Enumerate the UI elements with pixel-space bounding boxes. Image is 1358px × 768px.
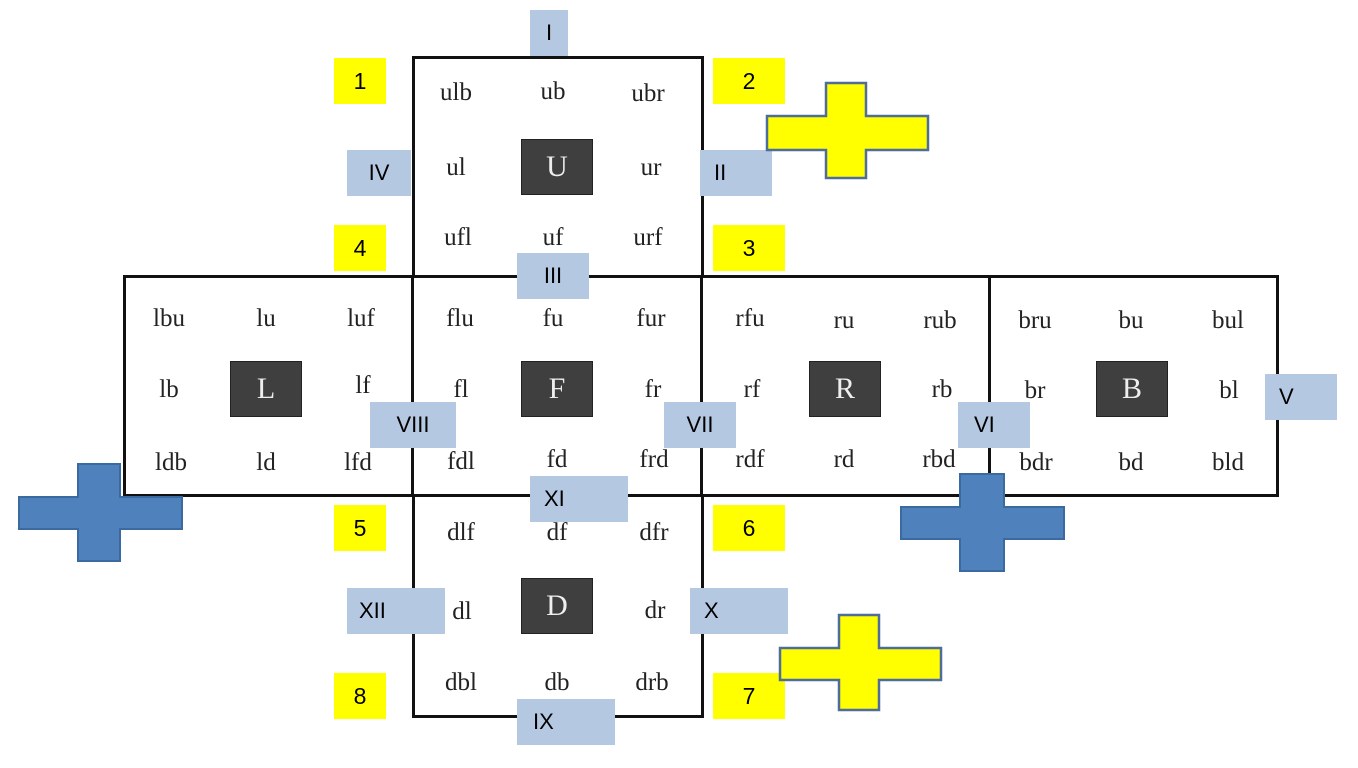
edge-label-VII: VII bbox=[664, 402, 736, 448]
edge-label-III: III bbox=[517, 253, 589, 299]
sticker-rdf: rdf bbox=[735, 446, 765, 473]
yellow-cross-bottom-right-shape bbox=[778, 613, 943, 712]
edge-label-X: X bbox=[690, 588, 788, 634]
edge-label-VI: VI bbox=[958, 402, 1030, 448]
sticker-ub: ub bbox=[540, 78, 566, 105]
blue-cross-right bbox=[900, 473, 1065, 572]
edge-label-II: II bbox=[700, 150, 772, 196]
sticker-bl: bl bbox=[1219, 377, 1239, 404]
edge-label-IV: IV bbox=[347, 150, 411, 196]
corner-number-7: 7 bbox=[713, 673, 785, 719]
face-center-d: D bbox=[521, 578, 593, 634]
sticker-dl: dl bbox=[452, 598, 472, 625]
sticker-lu: lu bbox=[256, 305, 276, 332]
face-center-f: F bbox=[521, 361, 593, 417]
sticker-bd: bd bbox=[1118, 449, 1144, 476]
yellow-cross-top-right bbox=[765, 81, 930, 180]
sticker-dlf: dlf bbox=[447, 519, 475, 546]
sticker-br: br bbox=[1024, 377, 1046, 404]
sticker-rf: rf bbox=[743, 376, 761, 403]
sticker-lbu: lbu bbox=[153, 305, 185, 332]
sticker-df: df bbox=[546, 519, 568, 546]
sticker-ld: ld bbox=[256, 449, 276, 476]
sticker-rfu: rfu bbox=[735, 305, 765, 332]
face-center-l: L bbox=[230, 361, 302, 417]
sticker-fur: fur bbox=[636, 305, 666, 332]
corner-number-4: 4 bbox=[334, 225, 386, 271]
corner-number-2: 2 bbox=[713, 58, 785, 104]
sticker-uf: uf bbox=[542, 224, 564, 251]
sticker-dfr: dfr bbox=[639, 519, 669, 546]
divider-l-f bbox=[411, 275, 414, 497]
yellow-cross-bottom-right bbox=[778, 613, 943, 712]
sticker-ldb: ldb bbox=[155, 449, 187, 476]
edge-label-VIII: VIII bbox=[370, 402, 456, 448]
sticker-flu: flu bbox=[446, 305, 474, 332]
sticker-lb: lb bbox=[159, 376, 179, 403]
edge-label-IX: IX bbox=[517, 699, 615, 745]
corner-number-1: 1 bbox=[334, 58, 386, 104]
sticker-ulb: ulb bbox=[440, 79, 472, 106]
sticker-fu: fu bbox=[542, 305, 564, 332]
sticker-lfd: lfd bbox=[344, 449, 372, 476]
sticker-rd: rd bbox=[833, 446, 855, 473]
sticker-rub: rub bbox=[923, 307, 957, 334]
face-center-b: B bbox=[1096, 361, 1168, 417]
sticker-bdr: bdr bbox=[1019, 449, 1053, 476]
corner-number-8: 8 bbox=[334, 673, 386, 719]
sticker-fdl: fdl bbox=[447, 448, 475, 475]
corner-number-6: 6 bbox=[713, 505, 785, 551]
blue-cross-right-shape bbox=[900, 473, 1065, 572]
face-center-r: R bbox=[809, 361, 881, 417]
edge-label-I: I bbox=[530, 10, 568, 56]
sticker-lf: lf bbox=[355, 372, 371, 399]
sticker-dbl: dbl bbox=[445, 669, 477, 696]
sticker-bld: bld bbox=[1212, 449, 1244, 476]
corner-number-3: 3 bbox=[713, 225, 785, 271]
sticker-frd: frd bbox=[639, 446, 669, 473]
divider-r-b bbox=[988, 275, 991, 497]
sticker-db: db bbox=[544, 669, 570, 696]
divider-f-r bbox=[700, 275, 703, 497]
sticker-fl: fl bbox=[453, 376, 469, 403]
sticker-ubr: ubr bbox=[631, 80, 665, 107]
sticker-ul: ul bbox=[446, 154, 466, 181]
sticker-drb: drb bbox=[635, 669, 669, 696]
sticker-ru: ru bbox=[833, 307, 855, 334]
sticker-urf: urf bbox=[633, 224, 663, 251]
face-center-u: U bbox=[521, 139, 593, 195]
edge-label-XII: XII bbox=[347, 588, 445, 634]
edge-label-V: V bbox=[1265, 374, 1337, 420]
corner-number-5: 5 bbox=[334, 505, 386, 551]
sticker-ur: ur bbox=[640, 154, 662, 181]
sticker-bru: bru bbox=[1018, 307, 1052, 334]
sticker-rbd: rbd bbox=[922, 446, 956, 473]
yellow-cross-top-right-shape bbox=[765, 81, 930, 180]
sticker-ufl: ufl bbox=[444, 224, 472, 251]
sticker-fd: fd bbox=[546, 446, 568, 473]
edge-label-XI: XI bbox=[530, 476, 628, 522]
blue-cross-left bbox=[18, 463, 183, 562]
blue-cross-left-shape bbox=[18, 463, 183, 562]
sticker-fr: fr bbox=[644, 376, 662, 403]
sticker-luf: luf bbox=[347, 305, 375, 332]
sticker-bu: bu bbox=[1118, 307, 1144, 334]
sticker-dr: dr bbox=[644, 597, 666, 624]
sticker-bul: bul bbox=[1212, 307, 1244, 334]
sticker-rb: rb bbox=[931, 376, 953, 403]
